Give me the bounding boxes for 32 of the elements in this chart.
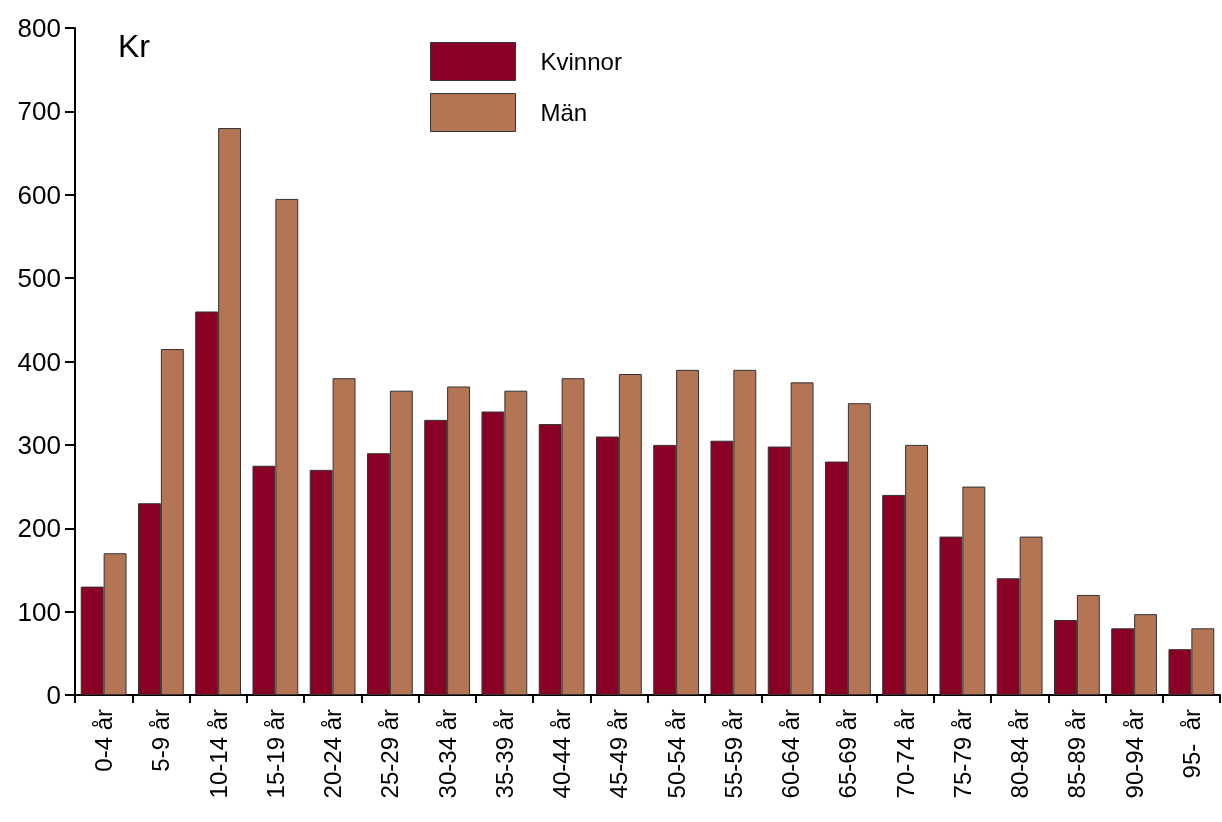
y-tick-label: 500 (17, 263, 61, 294)
x-tick-label: 60-64 år (777, 708, 805, 799)
x-tick-label: 20-24 år (319, 708, 347, 799)
y-tick-label: 100 (17, 596, 61, 627)
x-tick-label: 90-94 år (1120, 708, 1148, 799)
legend-label: Män (540, 99, 588, 126)
x-tick-label: 35-39 år (490, 708, 518, 799)
x-tick-label: 30-34 år (433, 708, 461, 799)
x-tick-label: 95- år (1177, 709, 1205, 779)
x-tick-label: 0-4 år (90, 709, 118, 772)
x-tick-label: 55-59 år (719, 708, 747, 799)
x-tick-label: 75-79 år (948, 708, 976, 799)
x-tick-label: 70-74 år (891, 708, 919, 799)
y-tick-label: 700 (17, 96, 61, 127)
legend-label: Kvinnor (540, 48, 622, 75)
x-tick-label: 85-89 år (1063, 708, 1091, 799)
y-tick-label: 300 (17, 429, 61, 460)
y-tick-label: 0 (46, 680, 61, 710)
y-tick-label: 800 (17, 13, 61, 43)
x-tick-label: 25-29 år (376, 708, 404, 799)
x-tick-label: 50-54 år (662, 708, 690, 799)
y-tick-label: 400 (17, 346, 61, 377)
x-tick-label: 80-84 år (1006, 708, 1034, 799)
x-tick-label: 15-19 år (261, 708, 289, 799)
x-tick-label: 5-9 år (147, 709, 175, 772)
x-tick-label: 10-14 år (204, 708, 232, 799)
y-tick-label: 200 (17, 513, 61, 544)
x-tick-label: 45-49 år (605, 708, 633, 799)
x-tick-label: 40-44 år (548, 708, 576, 799)
y-axis-title: Kr (118, 28, 151, 64)
y-tick-label: 600 (17, 179, 61, 210)
x-tick-label: 65-69 år (834, 708, 862, 799)
